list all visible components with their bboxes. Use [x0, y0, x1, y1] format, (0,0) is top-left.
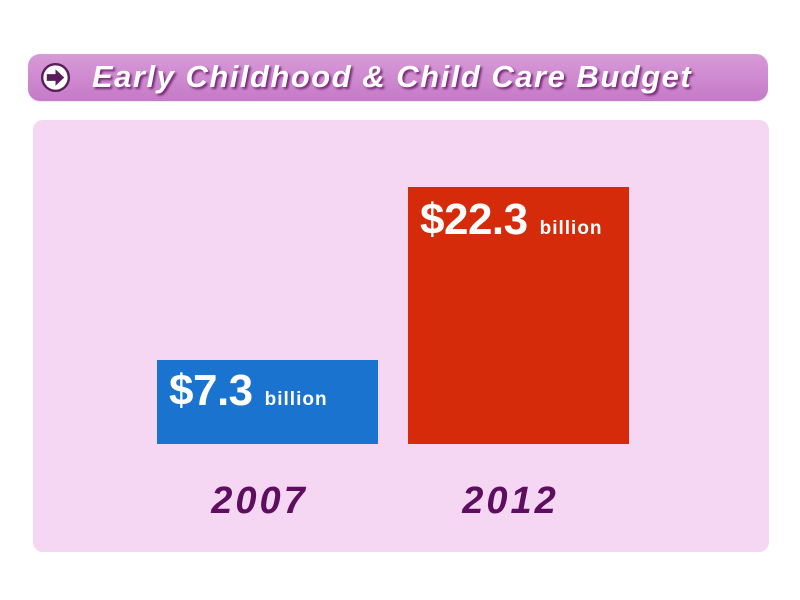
bar-value-label-2012: $22.3 billion — [420, 195, 603, 245]
bar-value-label-2007: $7.3 billion — [169, 366, 328, 416]
category-label-2012: 2012 — [462, 480, 559, 522]
chart-title-bar: Early Childhood & Child Care Budget — [28, 54, 768, 101]
bar-2007 — [157, 359, 378, 444]
bar-2012 — [408, 187, 629, 444]
chart-title: Early Childhood & Child Care Budget — [92, 59, 693, 94]
category-label-2007: 2007 — [211, 480, 308, 522]
bar-unit-2012: billion — [539, 218, 603, 239]
chart-panel — [33, 120, 769, 552]
bar-value-2012: $22.3 — [420, 195, 528, 244]
bar-value-2007: $7.3 — [169, 365, 253, 415]
bar-unit-2007: billion — [264, 388, 328, 410]
arrow-right-circle-icon — [40, 62, 71, 93]
